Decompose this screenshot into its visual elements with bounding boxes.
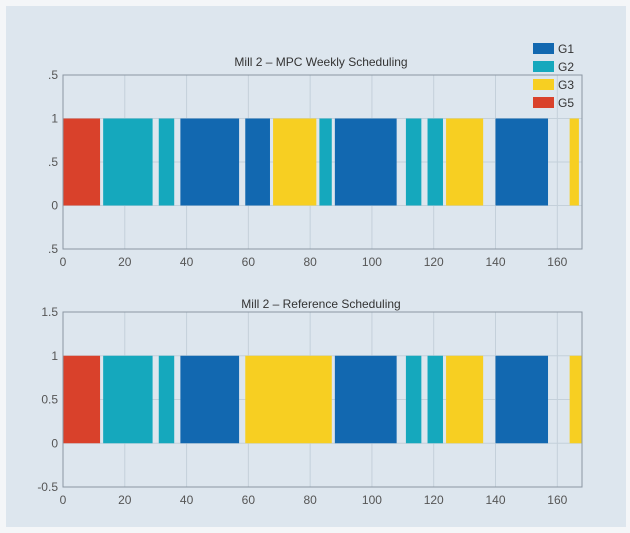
y-tick-label: .5: [48, 242, 58, 256]
x-tick-label: 160: [547, 255, 567, 269]
y-tick-label: 0.5: [41, 393, 58, 407]
x-tick-label: 160: [547, 493, 567, 507]
schedule-bar-g2: [158, 355, 175, 444]
x-tick-label: 40: [180, 255, 194, 269]
axes-frame: [62, 311, 583, 488]
schedule-bar-g1: [180, 355, 240, 444]
y-tick-label: 0: [51, 199, 58, 213]
schedule-bar-g2: [427, 355, 443, 444]
schedule-bar-g2: [103, 355, 153, 444]
schedule-bar-g5: [63, 118, 101, 206]
x-tick-label: 80: [303, 493, 317, 507]
x-tick-label: 40: [180, 493, 194, 507]
y-tick-label: 1: [51, 349, 58, 363]
legend-label: G3: [558, 78, 574, 92]
y-tick-label: .5: [48, 155, 58, 169]
schedule-bar-g3: [569, 118, 579, 206]
mpc-scheduling-panel: Mill 2 – MPC Weekly Scheduling 0 20 40 60 80…: [48, 42, 583, 269]
legend-label: G2: [558, 60, 574, 74]
schedule-bar-g1: [180, 118, 240, 206]
legend: G1 G2 G3 G5: [533, 42, 574, 110]
legend-swatch-g1: [533, 43, 554, 54]
legend-swatch-g3: [533, 79, 554, 90]
legend-swatch-g2: [533, 61, 554, 72]
schedule-bar-g3: [569, 355, 582, 444]
x-tick-label: 120: [424, 255, 444, 269]
y-tick-label: .5: [48, 68, 58, 82]
schedule-bar-g3: [245, 355, 332, 444]
x-tick-label: 80: [303, 255, 317, 269]
x-tick-label: 100: [362, 255, 382, 269]
x-tick-label: 120: [424, 493, 444, 507]
schedule-bar-g3: [446, 355, 484, 444]
chart-svg: Mill 2 – MPC Weekly Scheduling 0 20 40 60 80…: [37, 42, 583, 507]
schedule-bar-g1: [495, 355, 549, 444]
schedule-bar-g2: [427, 118, 443, 206]
x-tick-label: 20: [118, 493, 132, 507]
legend-label: G5: [558, 96, 574, 110]
chart-title: Mill 2 – MPC Weekly Scheduling: [234, 55, 407, 69]
axes-frame: [62, 74, 583, 250]
x-tick-label: 60: [242, 493, 256, 507]
schedule-bar-g2: [319, 118, 332, 206]
x-tick-label: 0: [60, 493, 67, 507]
schedule-bar-g2: [158, 118, 175, 206]
schedule-bar-g2: [405, 355, 422, 444]
chart-title: Mill 2 – Reference Scheduling: [241, 297, 400, 311]
legend-swatch-g5: [533, 97, 554, 108]
schedule-bar-g1: [245, 118, 270, 206]
figure: Mill 2 – MPC Weekly Scheduling 0 20 40 60 80…: [6, 6, 626, 527]
schedule-bar-g2: [405, 118, 422, 206]
legend-label: G1: [558, 42, 574, 56]
reference-scheduling-panel: Mill 2 – Reference Scheduling 0 20 40 60 80 1…: [37, 297, 583, 507]
y-tick-label: 1: [51, 112, 58, 126]
x-tick-label: 20: [118, 255, 132, 269]
x-tick-label: 140: [485, 493, 505, 507]
schedule-bar-g1: [495, 118, 549, 206]
schedule-bar-g5: [63, 355, 101, 444]
x-tick-label: 100: [362, 493, 382, 507]
y-tick-label: 0: [51, 436, 58, 450]
schedule-bar-g3: [446, 118, 484, 206]
schedule-bar-g3: [273, 118, 317, 206]
schedule-bar-g1: [334, 118, 397, 206]
schedule-bar-g1: [334, 355, 397, 444]
y-tick-label: -0.5: [37, 480, 58, 494]
x-tick-label: 140: [485, 255, 505, 269]
y-tick-label: 1.5: [41, 305, 58, 319]
schedule-bar-g2: [103, 118, 153, 206]
x-tick-label: 60: [242, 255, 256, 269]
x-tick-label: 0: [60, 255, 67, 269]
